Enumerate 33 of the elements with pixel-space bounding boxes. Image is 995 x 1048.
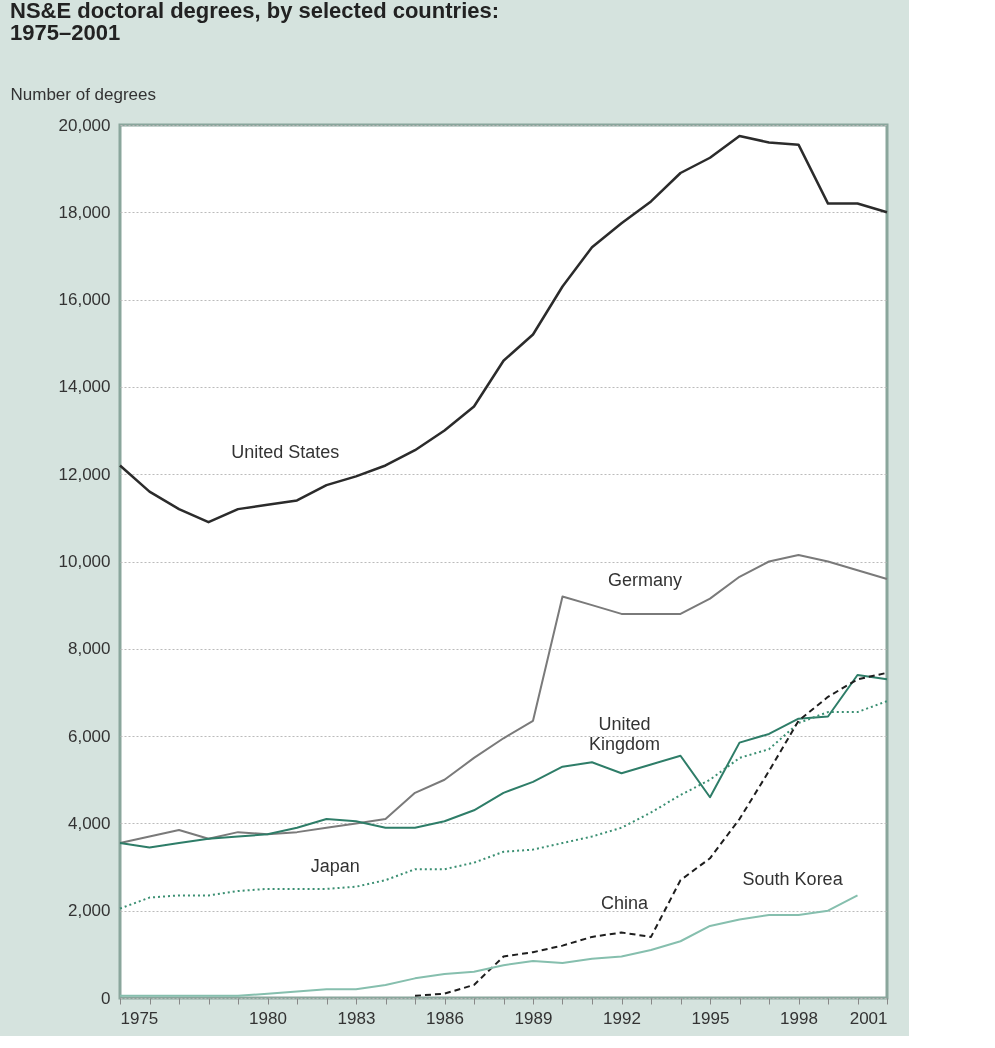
line-series <box>119 894 859 997</box>
line-series <box>118 134 889 524</box>
x-tick-label: 2001 <box>849 1008 888 1028</box>
y-axis-title: Number of degrees <box>10 84 157 104</box>
y-tick-label: 6,000 <box>67 726 111 746</box>
x-tick-label: 1975 <box>120 1008 159 1028</box>
series-label: Germany <box>608 570 683 591</box>
line-series <box>119 700 888 910</box>
y-tick-label: 2,000 <box>67 901 111 921</box>
y-tick-label: 0 <box>101 988 111 1008</box>
series-label: United Kingdom <box>588 714 660 755</box>
series-label: Japan <box>310 856 360 877</box>
x-tick-label: 1986 <box>426 1008 464 1028</box>
line-series <box>119 673 888 849</box>
x-tick-label: 1998 <box>780 1008 818 1028</box>
y-tick-label: 18,000 <box>58 202 111 222</box>
y-tick-label: 4,000 <box>67 813 111 833</box>
y-tick-label: 14,000 <box>58 377 111 397</box>
y-tick-label: 16,000 <box>58 290 111 310</box>
series-label: China <box>600 893 649 914</box>
line-series <box>119 553 888 845</box>
x-tick-label: 1980 <box>249 1008 287 1028</box>
x-tick-label: 1992 <box>603 1008 641 1028</box>
series-label: United States <box>231 442 340 463</box>
series-label: South Korea <box>742 869 844 890</box>
x-tick-label: 1995 <box>691 1008 730 1028</box>
y-tick-label: 8,000 <box>67 639 111 659</box>
y-tick-label: 20,000 <box>58 115 111 135</box>
x-tick-label: 1989 <box>514 1008 553 1028</box>
chart-title: NS&E doctoral degrees, by selected countries: 1975–2001 <box>10 0 500 45</box>
y-tick-label: 12,000 <box>58 464 111 484</box>
y-tick-label: 10,000 <box>58 552 111 571</box>
x-tick-label: 1983 <box>337 1008 376 1028</box>
